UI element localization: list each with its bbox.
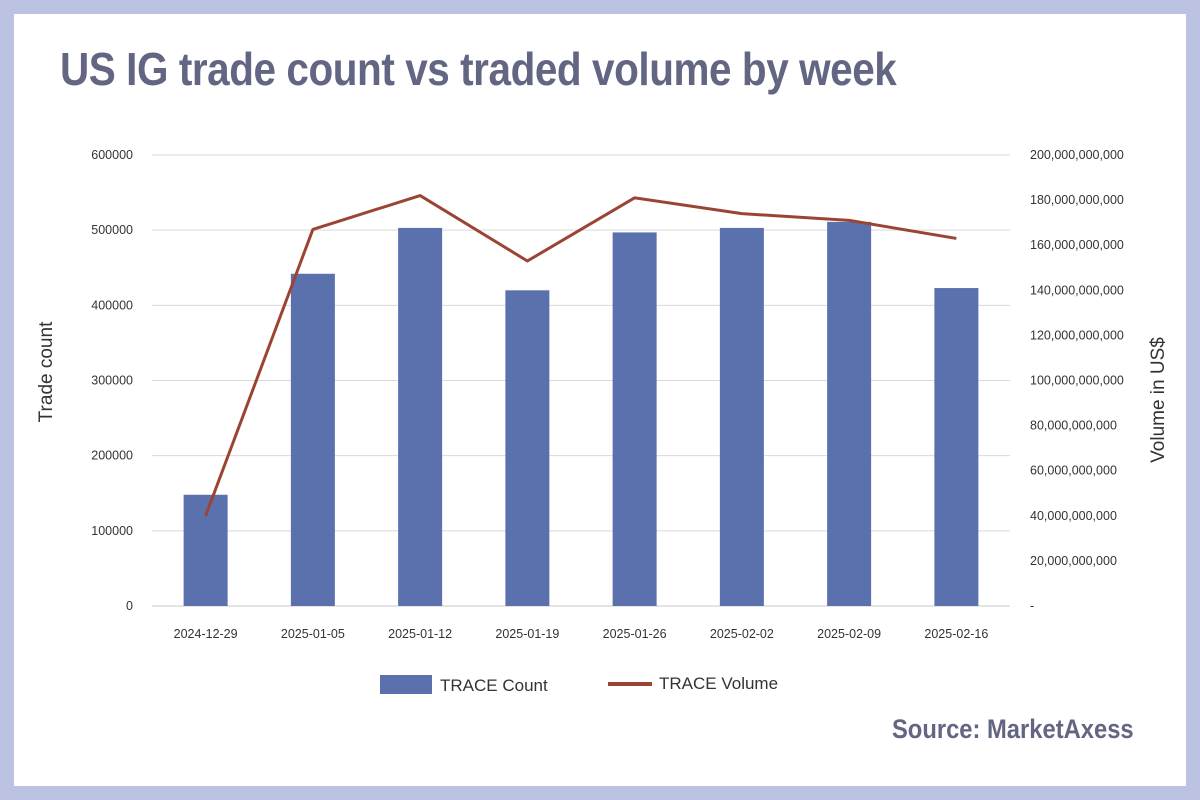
y2-tick-label: 120,000,000,000 [1030,328,1124,342]
legend-label-volume: TRACE Volume [659,674,778,693]
bar [719,227,764,606]
legend: TRACE Count TRACE Volume [380,674,778,695]
source-note: Source: MarketAxess [892,714,1134,744]
x-tick-label: 2025-02-16 [924,627,988,641]
y-tick-label: 600000 [91,148,133,162]
bar [398,227,443,606]
y-tick-label: 100000 [91,524,133,538]
y2-tick-label: 40,000,000,000 [1030,509,1117,523]
x-tick-label: 2025-01-05 [281,627,345,641]
chart-title: US IG trade count vs traded volume by we… [60,43,897,95]
bar-series [183,221,979,607]
chart-panel: US IG trade count vs traded volume by we… [14,14,1186,786]
y2-tick-label: 140,000,000,000 [1030,283,1124,297]
bar [183,494,228,606]
y-tick-label: 400000 [91,298,133,312]
line-series [204,194,957,517]
bar [827,221,872,607]
left-axis-title: Trade count [36,321,57,422]
bar [934,288,979,606]
x-tick-label: 2025-01-26 [603,627,667,641]
right-axis-ticks: - 20,000,000,000 40,000,000,000 60,000,000,… [1030,148,1124,613]
y2-tick-label: 100,000,000,000 [1030,374,1124,388]
right-axis-title: Volume in US$ [1148,337,1169,463]
y2-tick-label: 200,000,000,000 [1030,148,1124,162]
y2-tick-label: - [1030,599,1034,613]
y2-tick-label: 20,000,000,000 [1030,554,1117,568]
y-tick-label: 500000 [91,223,133,237]
x-tick-label: 2025-02-09 [817,627,881,641]
y-tick-label: 0 [126,599,133,613]
y2-tick-label: 60,000,000,000 [1030,464,1117,478]
y2-tick-label: 180,000,000,000 [1030,193,1124,207]
x-axis-ticks: 2024-12-29 2025-01-05 2025-01-12 2025-01-19… [174,627,989,641]
y2-tick-label: 80,000,000,000 [1030,419,1117,433]
gridlines [152,154,1010,607]
bar [290,273,335,606]
x-tick-label: 2025-01-19 [495,627,559,641]
legend-swatch-count [380,675,432,694]
volume-line [204,194,957,517]
y2-tick-label: 160,000,000,000 [1030,238,1124,252]
y-tick-label: 200000 [91,449,133,463]
y-tick-label: 300000 [91,374,133,388]
legend-label-count: TRACE Count [440,676,548,695]
x-tick-label: 2025-01-12 [388,627,452,641]
bar [505,290,550,606]
bar [612,232,657,606]
left-axis-ticks: 0 100000 200000 300000 400000 500000 600000 [91,148,133,613]
x-tick-label: 2024-12-29 [174,627,238,641]
x-tick-label: 2025-02-02 [710,627,774,641]
